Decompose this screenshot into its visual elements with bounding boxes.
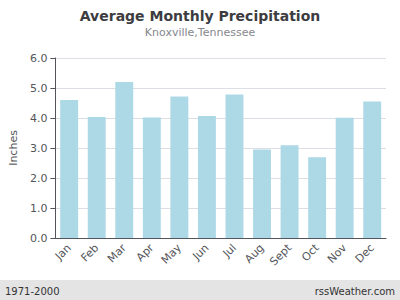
svg-text:3.0: 3.0 [30, 142, 48, 155]
svg-text:Jun: Jun [189, 241, 211, 263]
svg-text:2.0: 2.0 [30, 172, 48, 185]
svg-text:0.0: 0.0 [30, 232, 48, 245]
svg-text:Aug: Aug [242, 241, 266, 265]
svg-text:Sept: Sept [267, 241, 294, 268]
svg-text:1971-2000: 1971-2000 [5, 286, 60, 297]
svg-text:6.0: 6.0 [30, 52, 48, 65]
svg-text:Average Monthly Precipitation: Average Monthly Precipitation [80, 8, 320, 24]
svg-text:Knoxville,Tennessee: Knoxville,Tennessee [145, 26, 256, 39]
svg-text:Nov: Nov [325, 241, 350, 266]
svg-text:Dec: Dec [353, 241, 377, 265]
svg-text:Apr: Apr [134, 241, 157, 264]
svg-text:Inches: Inches [7, 130, 20, 166]
svg-text:Jan: Jan [52, 241, 74, 263]
svg-text:May: May [159, 241, 185, 267]
svg-text:Mar: Mar [105, 241, 129, 265]
svg-text:4.0: 4.0 [30, 112, 48, 125]
svg-text:Feb: Feb [78, 241, 101, 264]
svg-text:Oct: Oct [299, 241, 322, 264]
svg-text:rssWeather.com: rssWeather.com [315, 286, 395, 297]
svg-text:1.0: 1.0 [30, 202, 48, 215]
svg-text:Jul: Jul [220, 241, 239, 260]
svg-text:5.0: 5.0 [30, 82, 48, 95]
